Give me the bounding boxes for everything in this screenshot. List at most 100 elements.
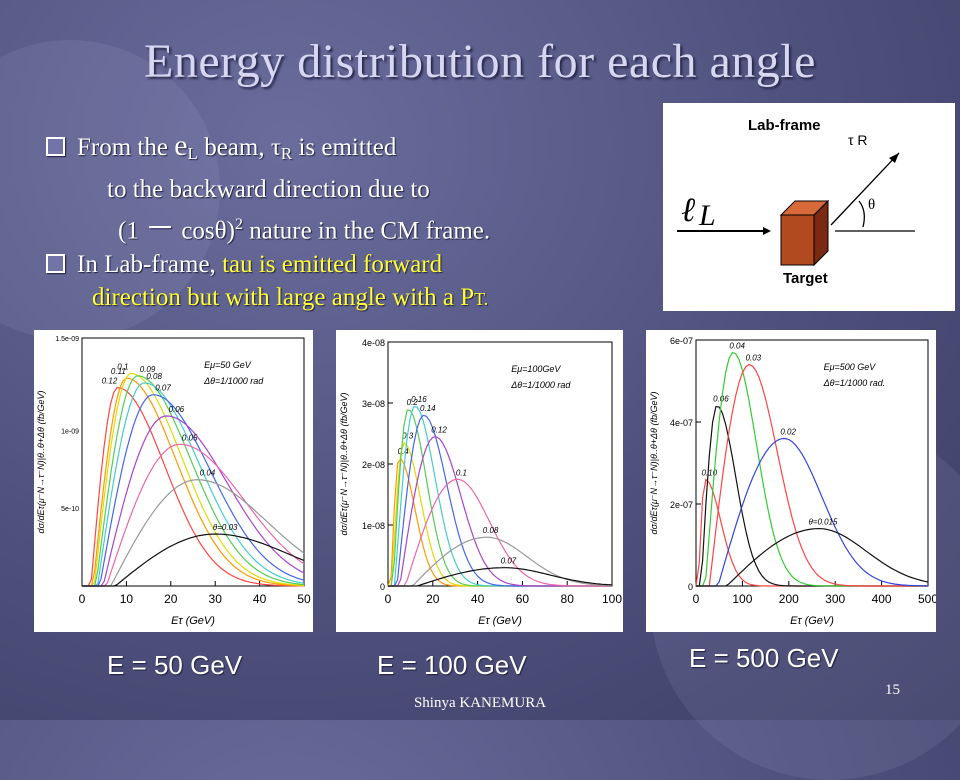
y-tick-label: 3e-08 — [362, 399, 385, 409]
y-tick-label: 1e-08 — [362, 521, 385, 531]
bullet-text: beam, — [197, 134, 271, 161]
y-axis-label: dσ/dEτ(μ⁻N→τ⁻N)|θ..θ+Δθ (fb/GeV) — [339, 393, 349, 536]
series-label: 0.12 — [431, 426, 447, 435]
series-curve — [696, 363, 928, 587]
plot-500gev: 0 100 200 300 400 500 0 2e-07 4e-07 6e-07 Eτ (GeV)… — [646, 330, 938, 632]
series-label: 0.16 — [411, 395, 427, 404]
x-tick-label: 20 — [164, 592, 178, 606]
bullet-square-icon — [46, 254, 65, 273]
x-tick-label: 500 — [918, 592, 936, 606]
x-tick-label: 30 — [209, 592, 223, 606]
bullet-text: is emitted — [292, 134, 397, 161]
series-label: 0.1 — [117, 362, 128, 371]
x-tick-label: 60 — [516, 592, 530, 606]
legend-angle-bin: Δθ=1/1000 rad. — [823, 378, 886, 388]
y-tick-label: 1.5e-09 — [55, 336, 79, 343]
x-tick-label: 300 — [825, 592, 845, 606]
y-tick-label: 0 — [688, 582, 693, 592]
series-label: 0.10 — [701, 468, 717, 477]
plot-100gev: 0 20 40 60 80 100 0 1e-08 2e-08 3e-08 4e-08 Eτ (GeV… — [336, 330, 623, 632]
series-curve — [82, 372, 305, 587]
plot-500gev-svg: 0 100 200 300 400 500 0 2e-07 4e-07 6e-07 Eτ (GeV)… — [649, 336, 938, 627]
diagram-svg: Lab-frame τ R ℓ L Target θ — [677, 117, 915, 287]
energy-label-50: E = 50 GeV — [107, 650, 243, 680]
bullet-text: 2 — [234, 216, 243, 233]
series-curve — [82, 443, 305, 587]
bullet-text: L — [187, 144, 198, 163]
slide-title: Energy distribution for each angle — [144, 35, 816, 88]
bullet-2: In Lab-frame, tau is emitted forward — [46, 249, 442, 281]
series-label: θ=0.015 — [808, 518, 838, 527]
series-curve — [82, 533, 305, 587]
x-axis-label: Eτ (GeV) — [478, 615, 522, 627]
x-axis-label: Eτ (GeV) — [790, 615, 834, 627]
lepton-subscript: L — [698, 199, 716, 232]
x-axis-label: Eτ (GeV) — [171, 615, 215, 627]
series-label: 0.03 — [746, 354, 762, 363]
series-label: 0.04 — [200, 469, 216, 478]
lepton-label: ℓ — [681, 192, 695, 229]
series-label: 0.2 — [407, 398, 419, 407]
y-axis-label: dσ/dEτ(μ⁻N→τ⁻N)|θ..θ+Δθ (fb/GeV) — [649, 392, 659, 535]
bullet-text: τ — [270, 134, 281, 161]
x-tick-label: 10 — [120, 592, 134, 606]
x-tick-label: 0 — [385, 592, 392, 606]
series-label: 0.05 — [182, 433, 198, 442]
series-curve — [388, 536, 613, 587]
lab-frame-diagram: Lab-frame τ R ℓ L Target θ — [663, 103, 955, 311]
series-label: 0.11 — [111, 367, 126, 376]
series-curve — [696, 437, 928, 587]
x-tick-label: 100 — [602, 592, 622, 606]
bullet-text: e — [174, 129, 188, 162]
bullet-text: From the — [77, 134, 175, 161]
series-curve — [82, 387, 304, 587]
bullet-text: nature in the CM frame. — [242, 217, 491, 245]
target-block-front — [780, 214, 815, 266]
outgoing-tau-arrow — [830, 152, 900, 226]
series-label: 0.08 — [146, 372, 162, 381]
x-tick-label: 0 — [693, 592, 700, 606]
series-label: 0.02 — [780, 427, 796, 436]
bullet-2-line-2: direction but with large angle with a PT… — [92, 282, 488, 315]
tau-label: τ R — [848, 132, 868, 148]
x-tick-label: 400 — [872, 592, 892, 606]
y-tick-label: 1e-09 — [61, 428, 79, 435]
series-curve — [695, 478, 928, 587]
series-label: 0.14 — [420, 404, 436, 413]
series-curve — [696, 527, 929, 587]
bullet-text: (1 — [118, 217, 146, 245]
x-tick-label: 100 — [732, 592, 752, 606]
legend-beam-energy: Eμ=50 GeV — [204, 360, 252, 370]
x-tick-label: 50 — [297, 592, 311, 606]
legend-angle-bin: Δθ=1/1000 rad — [510, 380, 571, 390]
y-tick-label: 4e-07 — [670, 418, 693, 428]
series-label: 0.06 — [713, 395, 729, 404]
plot-50gev-svg: 0 10 20 30 40 50 1.5e-09 1e-09 5e-10 Eτ (GeV) dσ/d… — [36, 336, 311, 627]
series-label: 0.04 — [729, 341, 745, 350]
x-tick-label: 40 — [471, 592, 485, 606]
y-tick-label: 2e-08 — [362, 460, 385, 470]
series-curve — [388, 567, 613, 587]
page-number: 15 — [885, 682, 900, 698]
target-label: Target — [783, 270, 828, 287]
series-label: 0.1 — [456, 468, 467, 477]
bullet-text: T. — [474, 289, 489, 309]
series-label: 0.12 — [102, 377, 118, 386]
energy-label-100: E = 100 GeV — [377, 650, 527, 680]
y-tick-label: 2e-07 — [670, 500, 693, 510]
bullet-1-line-3: (1 － cosθ)2 nature in the CM frame. — [118, 209, 490, 247]
plot-frame — [695, 339, 929, 587]
x-tick-label: 0 — [79, 592, 86, 606]
y-tick-label: 6e-07 — [670, 336, 693, 346]
series-curve — [696, 351, 928, 587]
series-label: 0.09 — [140, 365, 156, 374]
x-tick-label: 200 — [779, 592, 799, 606]
y-axis-label: dσ/dEτ(μ⁻N→τ⁻N)|θ..θ+Δθ (fb/GeV) — [36, 391, 46, 534]
y-tick-label: 0 — [380, 582, 385, 592]
x-tick-label: 80 — [561, 592, 575, 606]
series-curve — [82, 375, 305, 587]
bullet-1-line-2: to the backward direction due to — [107, 176, 430, 203]
series-label: 0.06 — [169, 405, 185, 414]
lab-frame-label: Lab-frame — [748, 117, 821, 134]
bullet-text: R — [280, 144, 293, 163]
